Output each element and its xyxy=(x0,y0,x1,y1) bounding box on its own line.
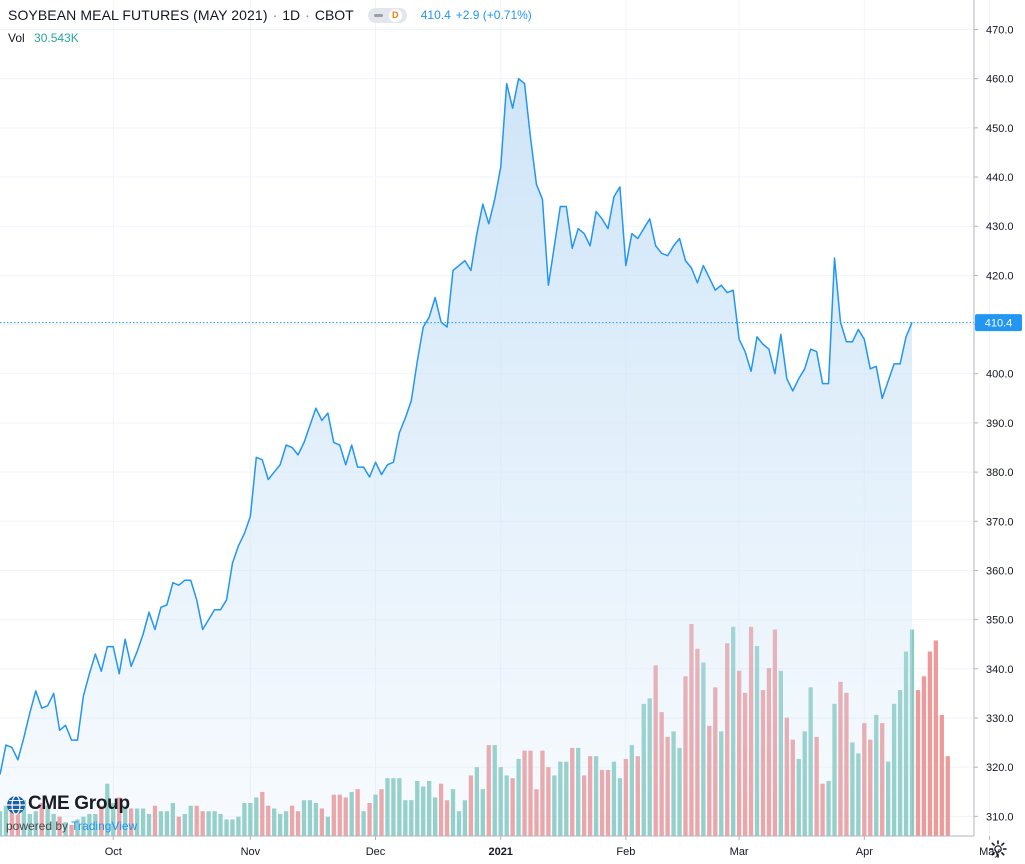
volume-bar xyxy=(921,676,927,836)
volume-bar xyxy=(933,640,938,836)
volume-bar xyxy=(939,714,944,836)
exchange-label: CBOT xyxy=(314,7,354,23)
price-area-fill xyxy=(0,78,912,837)
last-price-value: 410.4 xyxy=(420,8,451,22)
y-tick-label: 380.0 xyxy=(986,467,1014,479)
x-tick-label: Nov xyxy=(241,846,261,858)
interval-label[interactable]: 1D xyxy=(282,7,301,23)
y-tick-label: 420.0 xyxy=(986,270,1014,282)
volume-value: 30.543K xyxy=(34,31,79,45)
price-change-value: +2.9 (+0.71%) xyxy=(455,8,532,22)
x-tick-label: Dec xyxy=(366,846,386,858)
price-axis: 310.0 320.0 330.0 340.0 350.0 360.0 370.0 380.0… xyxy=(973,0,1014,836)
y-tick-label: 470.0 xyxy=(986,25,1014,37)
volume-label[interactable]: Vol xyxy=(8,31,25,45)
gear-icon[interactable] xyxy=(988,839,1008,859)
y-tick-label: 340.0 xyxy=(986,664,1014,676)
separator-dot: · xyxy=(305,7,310,23)
market-status-icon xyxy=(373,13,383,17)
y-tick-label: 390.0 xyxy=(986,418,1014,430)
y-tick-label: 440.0 xyxy=(986,172,1014,184)
y-tick-label: 360.0 xyxy=(986,565,1014,577)
volume-legend: Vol 30.543K xyxy=(8,31,79,45)
tradingview-link[interactable]: TradingView xyxy=(71,819,138,833)
y-tick-label: 350.0 xyxy=(986,615,1014,627)
volume-bar xyxy=(915,690,921,836)
x-tick-label: Feb xyxy=(616,846,635,858)
delayed-data-badge: D xyxy=(388,8,402,22)
volume-bar xyxy=(927,651,933,836)
powered-by-text: powered by TradingView xyxy=(6,819,137,833)
y-tick-label: 330.0 xyxy=(986,713,1014,725)
y-tick-label: 320.0 xyxy=(986,762,1014,774)
cme-globe-icon xyxy=(7,795,25,815)
cme-logo-text: CME Group xyxy=(28,793,130,814)
y-tick-label: 400.0 xyxy=(986,369,1014,381)
price-line xyxy=(0,77,913,775)
volume-bar xyxy=(945,756,950,836)
symbol-title[interactable]: SOYBEAN MEAL FUTURES (MAY 2021) xyxy=(8,7,268,23)
y-tick-label: 310.0 xyxy=(986,811,1014,823)
last-price-label: 410.4 xyxy=(975,314,1022,332)
x-tick-label: Apr xyxy=(856,846,873,858)
y-tick-label: 430.0 xyxy=(986,221,1014,233)
powered-by-label: powered by xyxy=(6,819,69,833)
y-tick-label: 450.0 xyxy=(986,123,1014,135)
x-tick-label: Oct xyxy=(105,846,122,858)
x-tick-label: Mar xyxy=(730,846,749,858)
time-axis: Oct Nov Dec 2021 Feb Mar Apr May xyxy=(0,835,1000,858)
y-tick-label: 370.0 xyxy=(986,516,1014,528)
x-tick-label: 2021 xyxy=(488,846,512,858)
y-tick-label: 460.0 xyxy=(986,74,1014,86)
separator-dot: · xyxy=(272,7,278,23)
last-price-text: 410.4 xyxy=(985,318,1013,330)
status-pill[interactable]: D xyxy=(367,7,407,23)
legend-header: SOYBEAN MEAL FUTURES (MAY 2021) · 1D · C… xyxy=(8,5,532,25)
